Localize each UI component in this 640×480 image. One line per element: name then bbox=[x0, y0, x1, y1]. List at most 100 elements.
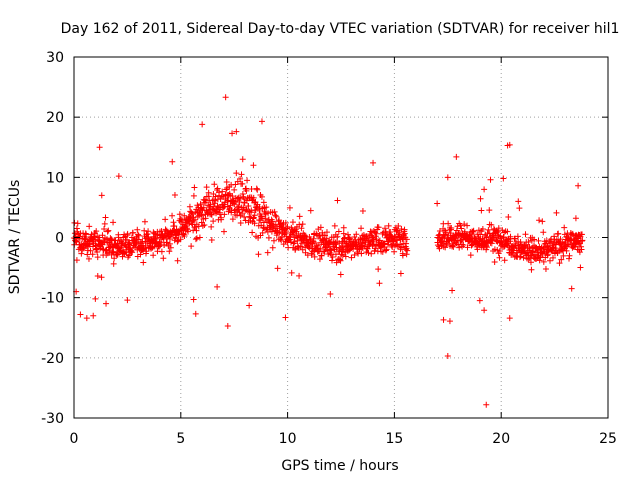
data-point bbox=[534, 248, 541, 255]
data-point bbox=[486, 207, 493, 214]
data-point bbox=[449, 287, 456, 294]
data-point bbox=[296, 272, 303, 279]
data-point bbox=[258, 118, 265, 125]
data-point bbox=[356, 246, 363, 253]
data-point bbox=[333, 259, 340, 266]
y-tick-label: 10 bbox=[46, 170, 64, 186]
data-point bbox=[565, 241, 572, 248]
data-point bbox=[370, 228, 377, 235]
data-point bbox=[578, 246, 585, 253]
data-point bbox=[134, 226, 141, 233]
data-point bbox=[479, 225, 486, 232]
data-point bbox=[455, 231, 462, 238]
data-point bbox=[110, 249, 117, 256]
data-point bbox=[368, 250, 375, 257]
x-tick-label: 20 bbox=[492, 431, 510, 447]
data-point bbox=[301, 233, 308, 240]
data-point bbox=[398, 244, 405, 251]
data-point bbox=[515, 198, 522, 205]
data-point bbox=[344, 231, 351, 238]
data-point bbox=[449, 243, 455, 250]
data-point bbox=[467, 252, 474, 259]
data-point bbox=[288, 239, 295, 246]
data-point bbox=[166, 235, 173, 242]
data-point bbox=[124, 297, 131, 304]
data-point bbox=[572, 215, 579, 222]
data-point bbox=[540, 229, 547, 236]
data-point bbox=[250, 162, 257, 169]
data-point bbox=[210, 196, 217, 203]
data-point bbox=[231, 186, 238, 193]
data-point bbox=[568, 285, 575, 292]
data-point bbox=[114, 251, 121, 258]
data-point bbox=[446, 318, 453, 325]
data-point bbox=[458, 225, 465, 232]
data-point bbox=[381, 225, 388, 232]
data-point bbox=[197, 201, 204, 208]
data-point bbox=[110, 260, 117, 267]
data-point bbox=[98, 274, 105, 281]
data-point bbox=[258, 193, 265, 200]
data-point bbox=[90, 233, 97, 240]
data-point bbox=[274, 265, 281, 272]
data-point bbox=[256, 204, 263, 211]
data-point bbox=[323, 235, 330, 242]
data-point bbox=[115, 173, 122, 180]
data-point bbox=[223, 179, 230, 186]
data-point bbox=[376, 280, 383, 287]
data-point bbox=[190, 192, 197, 199]
data-point bbox=[404, 247, 411, 254]
data-point bbox=[198, 212, 205, 219]
data-point bbox=[235, 203, 242, 210]
data-point bbox=[358, 225, 365, 232]
data-point bbox=[129, 229, 136, 236]
data-point bbox=[555, 230, 562, 237]
data-point bbox=[321, 248, 328, 255]
data-point bbox=[456, 244, 463, 251]
data-point bbox=[278, 237, 285, 244]
data-point bbox=[202, 199, 209, 206]
data-point bbox=[283, 228, 290, 235]
y-tick-label: 20 bbox=[46, 110, 64, 126]
data-point bbox=[270, 237, 277, 244]
data-point bbox=[124, 230, 131, 237]
data-point bbox=[339, 238, 346, 245]
data-point bbox=[251, 220, 258, 227]
data-point bbox=[140, 259, 147, 266]
data-point bbox=[86, 223, 93, 230]
data-point bbox=[242, 207, 249, 214]
data-point bbox=[358, 250, 365, 257]
data-point bbox=[365, 249, 372, 256]
data-point bbox=[181, 212, 188, 219]
data-point bbox=[311, 253, 318, 260]
data-point bbox=[464, 244, 471, 251]
data-point bbox=[440, 243, 447, 250]
data-point bbox=[90, 312, 97, 319]
data-point bbox=[208, 211, 215, 218]
data-point bbox=[505, 214, 512, 221]
data-point bbox=[171, 192, 178, 199]
data-point bbox=[126, 244, 133, 251]
data-point bbox=[96, 144, 103, 151]
data-point bbox=[478, 207, 485, 214]
data-point bbox=[241, 213, 248, 220]
data-point bbox=[477, 195, 484, 202]
data-point bbox=[528, 266, 535, 273]
data-point bbox=[188, 243, 195, 250]
data-point bbox=[141, 218, 148, 225]
data-point bbox=[436, 245, 443, 252]
data-point bbox=[444, 353, 451, 360]
data-point bbox=[192, 236, 199, 243]
data-point bbox=[89, 251, 96, 258]
data-point bbox=[315, 232, 322, 239]
data-point bbox=[208, 223, 215, 230]
data-point bbox=[527, 259, 534, 266]
y-tick-label: -10 bbox=[41, 291, 64, 307]
data-point bbox=[245, 203, 252, 210]
data-point bbox=[540, 258, 547, 265]
data-point bbox=[284, 223, 291, 230]
data-point bbox=[481, 186, 488, 193]
data-point bbox=[383, 246, 390, 253]
y-tick-label: 30 bbox=[46, 50, 64, 66]
